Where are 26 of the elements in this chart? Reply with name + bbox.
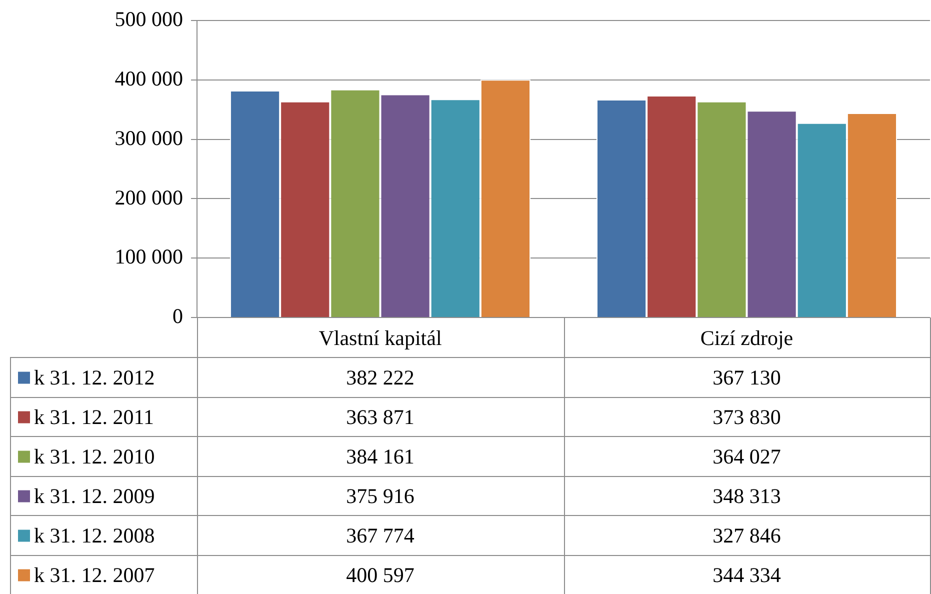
data-label: 384 161 xyxy=(346,444,414,468)
x-tick-label: Cizí zdroje xyxy=(700,326,794,350)
data-label: 382 222 xyxy=(346,365,414,390)
x-tick-label: Vlastní kapitál xyxy=(318,326,442,350)
data-label: 327 846 xyxy=(712,523,781,548)
legend-label: k 31. 12. 2010 xyxy=(34,444,155,468)
legend-label: k 31. 12. 2008 xyxy=(34,523,155,548)
data-label: 373 830 xyxy=(712,404,781,429)
y-tick-label: 300 000 xyxy=(114,126,183,150)
y-tick-label: 200 000 xyxy=(114,185,183,210)
data-label: 364 027 xyxy=(712,444,781,468)
data-label: 344 334 xyxy=(712,562,782,587)
data-label: 367 130 xyxy=(712,365,781,390)
y-tick-label: 0 xyxy=(172,304,183,328)
legend-label: k 31. 12. 2007 xyxy=(34,562,155,587)
data-label: 348 313 xyxy=(712,484,781,508)
legend-label: k 31. 12. 2011 xyxy=(34,404,154,429)
data-label: 363 871 xyxy=(346,404,414,429)
legend-label: k 31. 12. 2009 xyxy=(34,484,155,508)
y-tick-label: 400 000 xyxy=(114,66,183,90)
legend-label: k 31. 12. 2012 xyxy=(34,365,155,390)
y-tick-label: 500 000 xyxy=(114,7,183,32)
data-label: 400 597 xyxy=(346,562,414,587)
data-label: 375 916 xyxy=(346,484,414,508)
data-label: 367 774 xyxy=(346,523,415,548)
y-tick-label: 100 000 xyxy=(114,244,183,269)
